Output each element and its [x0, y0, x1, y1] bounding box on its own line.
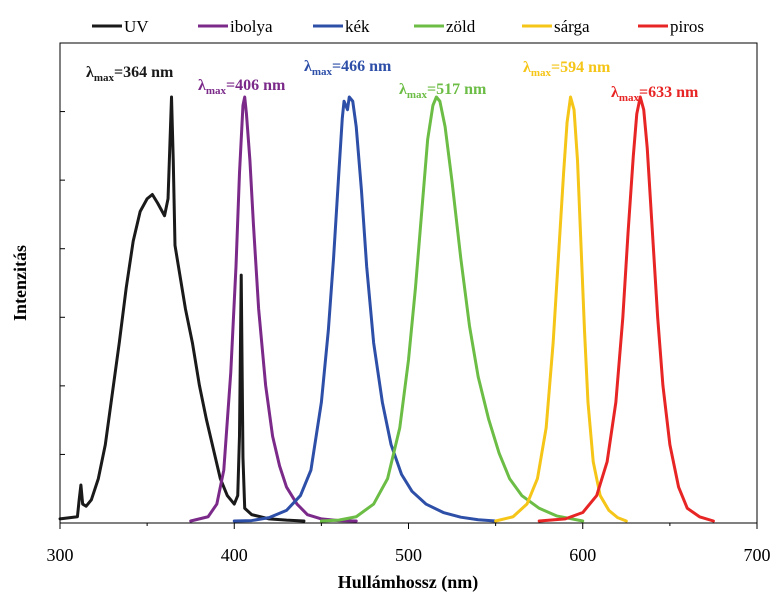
series-line-kék: [232, 95, 498, 523]
peak-labels: λmax=364 nm λmax=406 nm λmax=466 nm λmax=51…: [86, 58, 699, 104]
series-line-zöld: [319, 95, 585, 523]
plot-area-border: [59, 42, 758, 524]
x-axis-title: Hullámhossz (nm): [338, 572, 479, 593]
x-tick-label: 700: [744, 545, 771, 565]
x-tick-label: 500: [395, 545, 422, 565]
legend-label: zöld: [446, 17, 476, 36]
y-axis-title: Intenzitás: [10, 245, 30, 321]
x-tick-label: 300: [47, 545, 74, 565]
series-line-piros: [537, 95, 715, 523]
x-tick-label: 400: [221, 545, 248, 565]
ticks: 300 400 500 600 700: [47, 111, 771, 565]
legend-label: sárga: [554, 17, 590, 36]
peak-label-UV: λmax=364 nm: [86, 64, 174, 84]
peak-label-sárga: λmax=594 nm: [523, 59, 611, 79]
peak-label-piros: λmax=633 nm: [611, 84, 699, 104]
legend-label: UV: [124, 17, 149, 36]
legend-label: ibolya: [230, 17, 273, 36]
series-line-UV: [58, 95, 306, 523]
peak-label-zöld: λmax=517 nm: [399, 81, 487, 101]
x-tick-label: 600: [569, 545, 596, 565]
legend-label: piros: [670, 17, 704, 36]
axes: [59, 42, 758, 524]
series-layer: [58, 95, 715, 523]
series-line-ibolya: [189, 95, 358, 523]
legend-label: kék: [345, 17, 370, 36]
peak-label-ibolya: λmax=406 nm: [198, 77, 286, 97]
legend: UV ibolya kék zöld sárga piros: [92, 17, 704, 36]
peak-label-kék: λmax=466 nm: [304, 58, 392, 78]
